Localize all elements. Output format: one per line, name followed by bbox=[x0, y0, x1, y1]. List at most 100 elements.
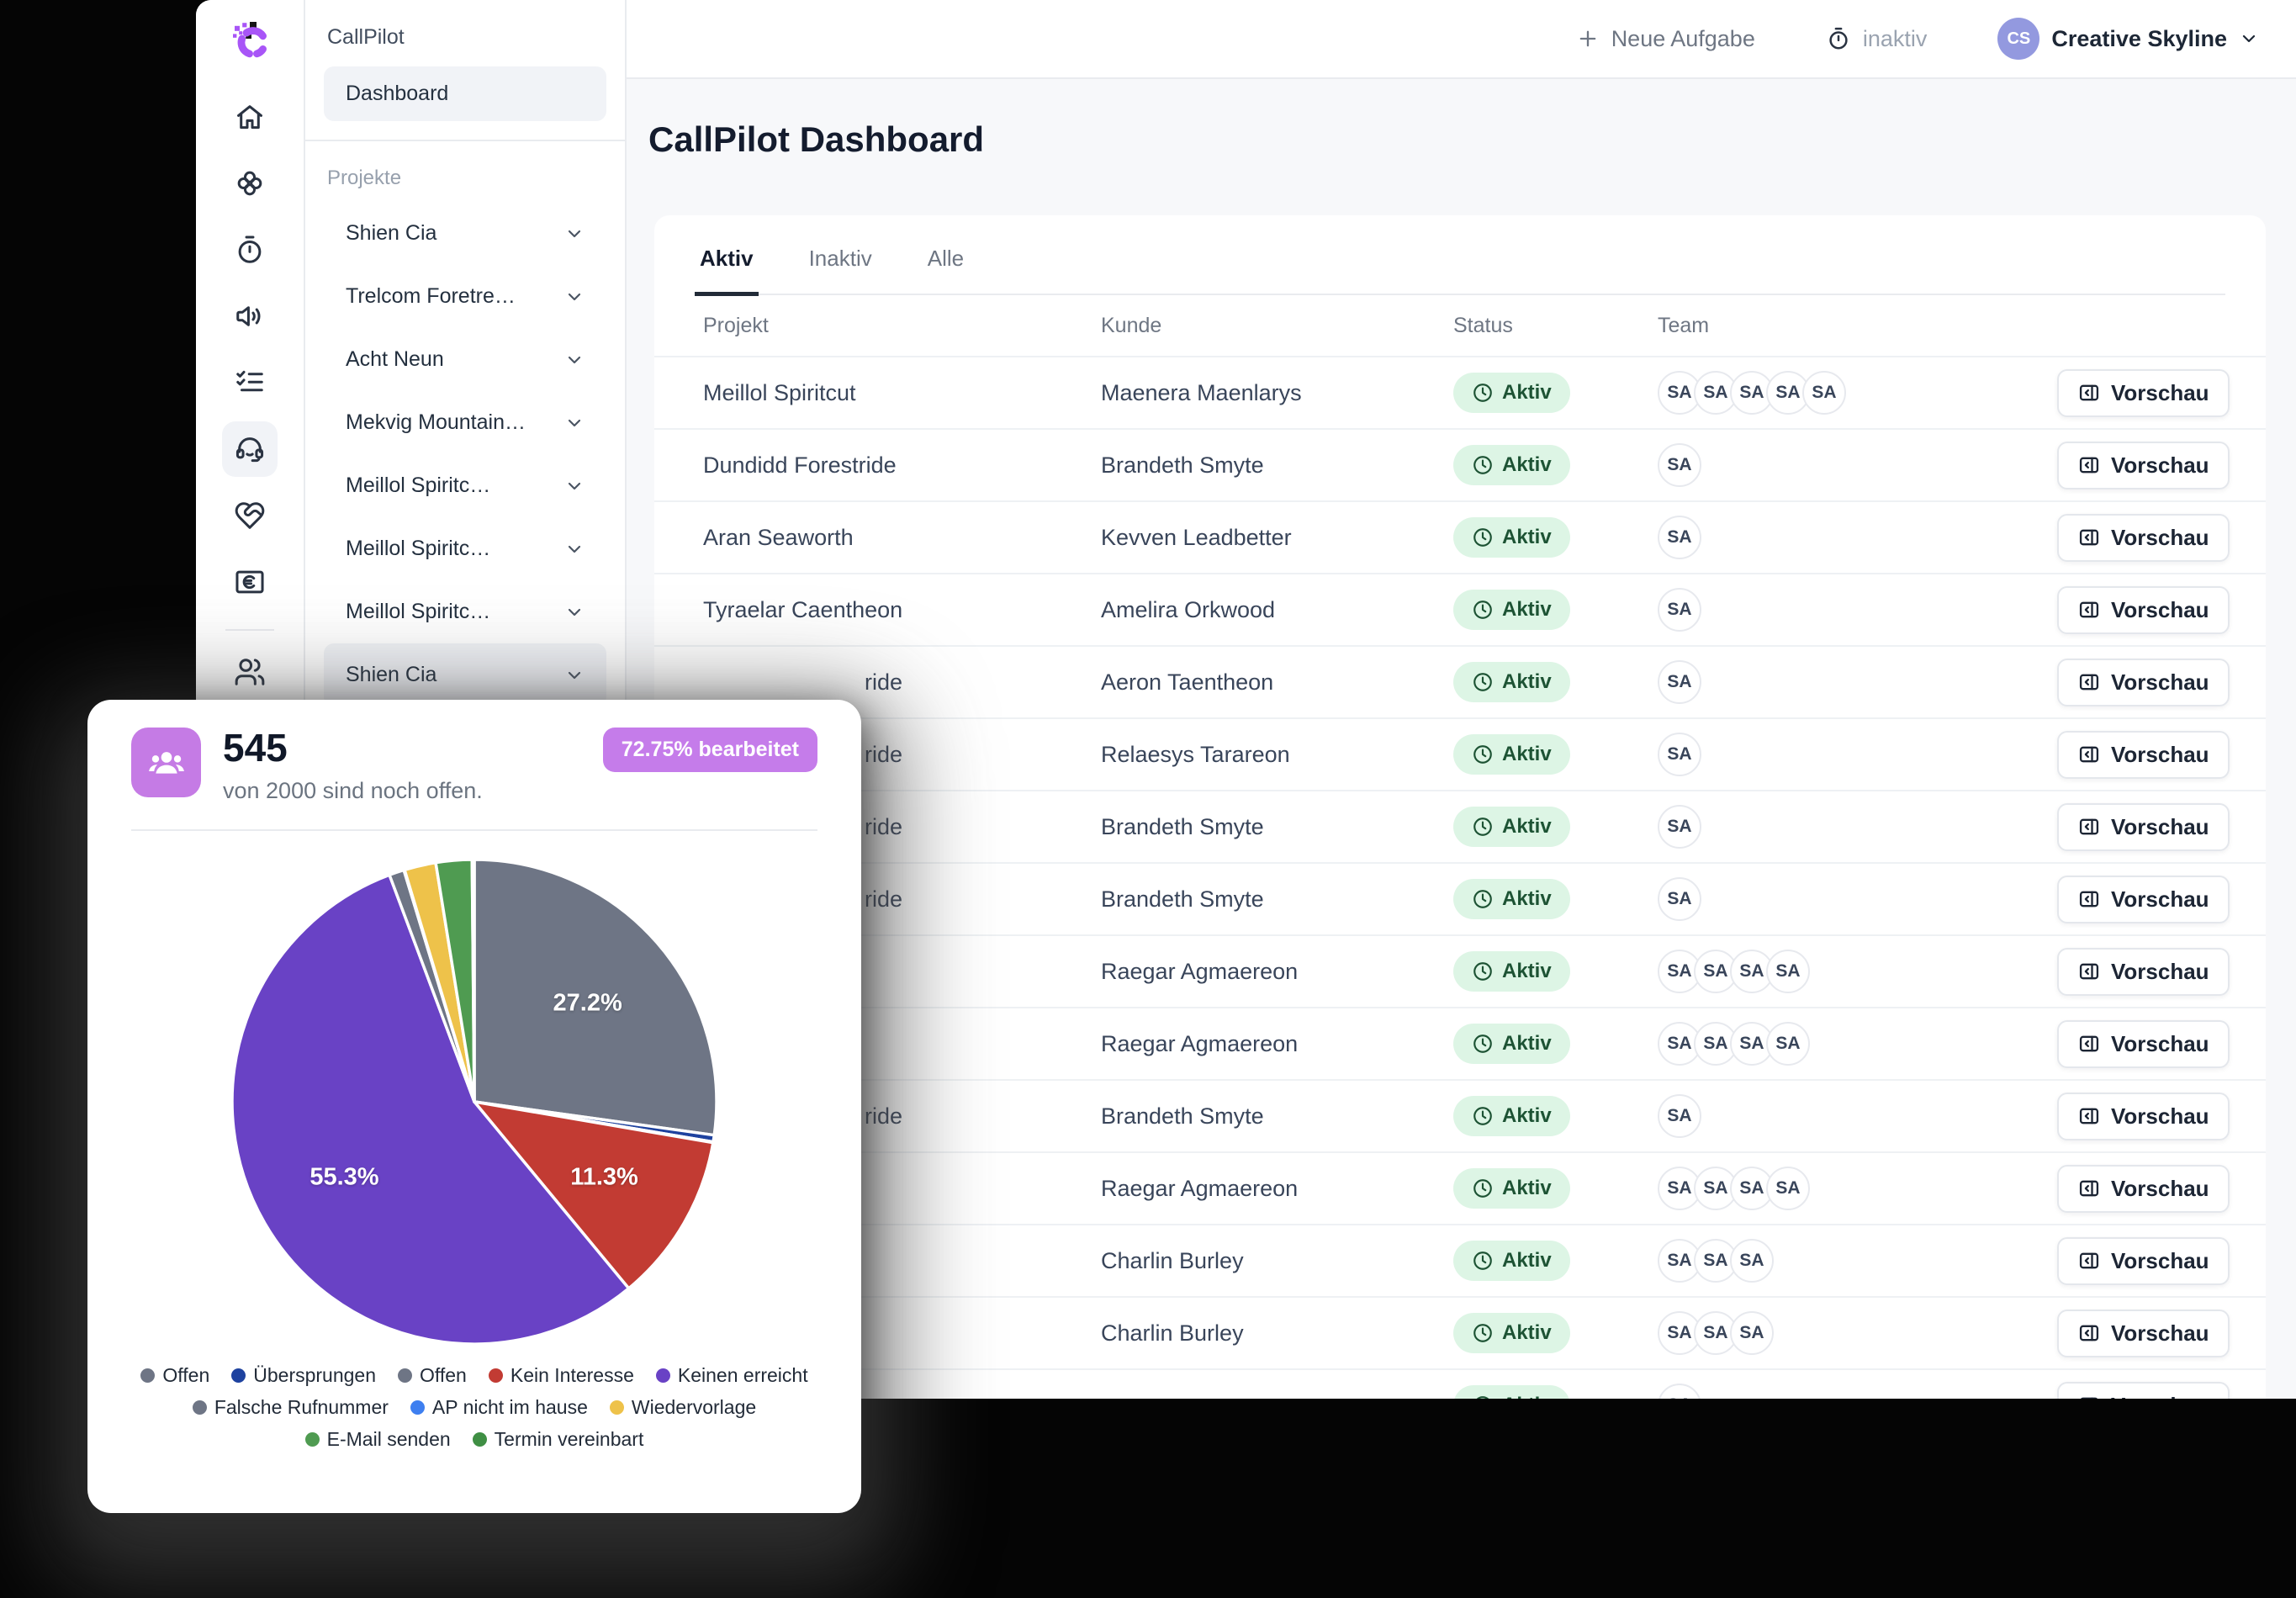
clock-icon bbox=[1473, 1034, 1492, 1053]
vorschau-button[interactable]: Vorschau bbox=[2057, 513, 2230, 562]
panel-left-icon bbox=[2079, 1035, 2099, 1052]
table-header: Projekt Kunde Status Team bbox=[654, 295, 2266, 357]
team-avatar: SA bbox=[1802, 371, 1846, 415]
clock-icon bbox=[1473, 818, 1492, 836]
vorschau-button[interactable]: Vorschau bbox=[2057, 585, 2230, 634]
status-label: Aktiv bbox=[1502, 381, 1552, 404]
callpilot-logo-icon bbox=[233, 22, 267, 58]
status-label: Aktiv bbox=[1502, 1321, 1552, 1344]
projects-table-card: Aktiv Inaktiv Alle Projekt Kunde Status Team … bbox=[654, 215, 2266, 1399]
status-label: Aktiv bbox=[1502, 1249, 1552, 1272]
table-row: Aran Seaworth Kevven Leadbetter Aktiv SA… bbox=[654, 502, 2266, 574]
project-label: Shien Cia bbox=[346, 663, 437, 686]
cell-projekt: ride bbox=[865, 886, 903, 912]
table-row: Raegar Agmaereon Aktiv SA SA SA SA Vorschau bbox=[654, 936, 2266, 1008]
vorschau-button[interactable]: Vorschau bbox=[2057, 802, 2230, 851]
sidebar-project-item[interactable]: Shien Cia bbox=[324, 643, 606, 706]
team-avatar: SA bbox=[1658, 733, 1701, 776]
cell-kunde: Kevven Leadbetter bbox=[1101, 524, 1292, 550]
panel-left-icon bbox=[2079, 529, 2099, 546]
sidebar-project-item[interactable]: Mekvig Mountain… bbox=[324, 391, 606, 454]
account-name: Creative Skyline bbox=[2051, 25, 2227, 51]
chevron-down-icon bbox=[2242, 34, 2256, 43]
vorschau-label: Vorschau bbox=[2111, 596, 2209, 622]
sidebar-item-billing[interactable] bbox=[222, 554, 278, 610]
cell-projekt: Aran Seaworth bbox=[703, 524, 854, 550]
status-label: Aktiv bbox=[1502, 453, 1552, 476]
sidebar-project-item[interactable]: Meillol Spiritc… bbox=[324, 517, 606, 580]
vorschau-button[interactable]: Vorschau bbox=[2057, 1092, 2230, 1140]
team-avatar: SA bbox=[1766, 950, 1810, 993]
vorschau-label: Vorschau bbox=[2111, 958, 2209, 984]
open-count-subtitle: von 2000 sind noch offen. bbox=[223, 778, 483, 804]
sidebar-item-dashboard[interactable]: Dashboard bbox=[324, 66, 606, 121]
status-label: Aktiv bbox=[1502, 887, 1552, 910]
pie-slice-offen bbox=[473, 858, 718, 1137]
sidebar-project-item[interactable]: Acht Neun bbox=[324, 328, 606, 391]
vorschau-button[interactable]: Vorschau bbox=[2057, 1019, 2230, 1068]
team-avatar: SA bbox=[1766, 1022, 1810, 1066]
status-badge: Aktiv bbox=[1453, 1024, 1570, 1064]
legend-item: AP nicht im hause bbox=[410, 1396, 588, 1419]
tab[interactable]: Alle bbox=[927, 246, 965, 271]
sidebar-item-announcements[interactable] bbox=[222, 288, 278, 344]
new-task-button[interactable]: Neue Aufgabe bbox=[1576, 26, 1755, 52]
status-badge: Aktiv bbox=[1453, 734, 1570, 775]
status-badge: Aktiv bbox=[1453, 662, 1570, 702]
sidebar-item-tasks[interactable] bbox=[222, 355, 278, 410]
account-menu[interactable]: CS Creative Skyline bbox=[1997, 18, 2259, 60]
sidebar-item-timer[interactable] bbox=[222, 222, 278, 278]
table-row: Aktiv SA Vorschau bbox=[654, 1370, 2266, 1399]
legend-dot bbox=[304, 1432, 320, 1447]
timer-status[interactable]: inaktiv bbox=[1826, 26, 1927, 52]
cell-projekt: ride bbox=[865, 741, 903, 767]
sidebar-project-item[interactable]: Trelcom Foretre… bbox=[324, 265, 606, 328]
column-header: Kunde bbox=[1101, 313, 1162, 337]
cell-projekt: ride bbox=[865, 1103, 903, 1129]
status-badge: Aktiv bbox=[1453, 1168, 1570, 1209]
pie-slice-termin-vereinbart bbox=[470, 858, 476, 1104]
sidebar-item-home[interactable] bbox=[222, 89, 278, 145]
chevron-down-icon bbox=[568, 545, 581, 553]
tab[interactable]: Inaktiv bbox=[808, 246, 872, 271]
vorschau-button[interactable]: Vorschau bbox=[2057, 441, 2230, 489]
status-label: Aktiv bbox=[1502, 1177, 1552, 1199]
sidebar-project-item[interactable]: Meillol Spiritc… bbox=[324, 580, 606, 643]
sidebar-item-crm[interactable] bbox=[222, 488, 278, 543]
status-label: Aktiv bbox=[1502, 526, 1552, 548]
vorschau-button[interactable]: Vorschau bbox=[2057, 730, 2230, 779]
vorschau-label: Vorschau bbox=[2111, 524, 2209, 550]
sidebar-project-item[interactable]: Meillol Spiritc… bbox=[324, 454, 606, 517]
tab[interactable]: Aktiv bbox=[695, 246, 759, 296]
team-avatar: SA bbox=[1658, 877, 1701, 921]
sidebar-project-item[interactable]: Shien Cia bbox=[324, 202, 606, 265]
legend-item: Offen bbox=[398, 1364, 467, 1387]
sidebar-item-callcenter[interactable] bbox=[222, 421, 278, 477]
vorschau-button[interactable]: Vorschau bbox=[2057, 875, 2230, 923]
vorschau-label: Vorschau bbox=[2111, 1320, 2209, 1346]
legend-dot bbox=[655, 1368, 670, 1384]
status-badge: Aktiv bbox=[1453, 373, 1570, 413]
team-avatar: SA bbox=[1658, 1094, 1701, 1138]
legend-dot bbox=[140, 1368, 156, 1384]
legend-item: Keinen erreicht bbox=[655, 1364, 808, 1387]
sidebar-item-ai[interactable] bbox=[222, 156, 278, 211]
cell-projekt: ride bbox=[865, 669, 903, 695]
vorschau-button[interactable]: Vorschau bbox=[2057, 1381, 2230, 1400]
project-label: Shien Cia bbox=[346, 221, 437, 245]
cell-kunde: Charlin Burley bbox=[1101, 1320, 1244, 1346]
vorschau-label: Vorschau bbox=[2111, 886, 2209, 912]
clock-icon bbox=[1473, 745, 1492, 764]
vorschau-button[interactable]: Vorschau bbox=[2057, 1236, 2230, 1285]
vorschau-button[interactable]: Vorschau bbox=[2057, 658, 2230, 706]
sidebar-item-users[interactable] bbox=[222, 644, 278, 700]
vorschau-button[interactable]: Vorschau bbox=[2057, 1309, 2230, 1357]
panel-left-icon bbox=[2079, 1325, 2099, 1341]
vorschau-button[interactable]: Vorschau bbox=[2057, 368, 2230, 417]
stats-divider bbox=[131, 829, 817, 832]
vorschau-button[interactable]: Vorschau bbox=[2057, 1164, 2230, 1213]
team-avatars: SA bbox=[1658, 1384, 2057, 1399]
vorschau-label: Vorschau bbox=[2111, 1393, 2209, 1400]
clock-icon bbox=[1473, 456, 1492, 474]
vorschau-button[interactable]: Vorschau bbox=[2057, 947, 2230, 996]
